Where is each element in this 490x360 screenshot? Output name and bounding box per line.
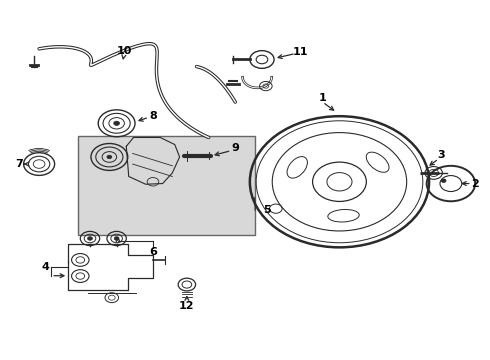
Circle shape: [114, 121, 120, 125]
Circle shape: [114, 237, 119, 240]
Text: 3: 3: [438, 150, 445, 160]
Text: 10: 10: [116, 46, 132, 56]
Circle shape: [441, 179, 446, 183]
Text: 6: 6: [149, 247, 157, 257]
Text: 4: 4: [42, 262, 49, 272]
Text: 2: 2: [471, 179, 479, 189]
Text: 5: 5: [263, 205, 270, 215]
Bar: [78, 136, 255, 235]
Text: 9: 9: [231, 143, 239, 153]
Circle shape: [107, 155, 112, 159]
Text: 1: 1: [318, 94, 326, 103]
Circle shape: [88, 237, 93, 240]
Text: 12: 12: [179, 301, 195, 311]
Text: 7: 7: [15, 159, 23, 169]
Text: 8: 8: [149, 111, 157, 121]
Text: 11: 11: [293, 48, 309, 57]
